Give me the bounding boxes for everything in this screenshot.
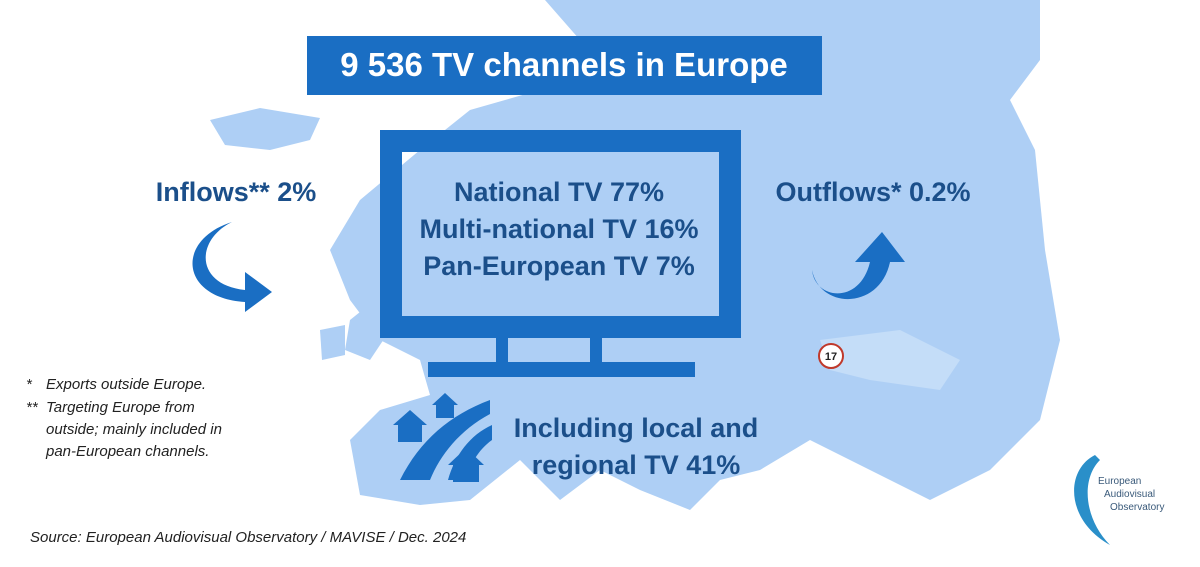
outflow-arrow [812, 232, 905, 300]
outflows: Outflows* 0.2% [775, 177, 970, 207]
tv-base [428, 362, 695, 377]
inflows: Inflows** 2% [156, 177, 317, 207]
tv-leg [590, 338, 602, 364]
title: 9 536 TV channels in Europe [340, 46, 787, 83]
tv-line: National TV 77% [454, 177, 664, 207]
logo-text: Observatory [1110, 502, 1164, 513]
inflow-arrow [192, 222, 272, 312]
logo-text: Audiovisual [1104, 489, 1155, 500]
regional-line: regional TV 41% [532, 450, 741, 480]
footnote: Exports outside Europe. [46, 376, 206, 393]
badge [818, 343, 844, 369]
tv-line: Multi-national TV 16% [419, 214, 698, 244]
regional-line: Including local and [514, 413, 759, 443]
europe-map [210, 0, 1060, 510]
logo-mark [1074, 455, 1110, 545]
footnote-mark: * [26, 376, 33, 393]
tv-screen [380, 130, 741, 338]
title-box [307, 36, 822, 95]
badge-label: 17 [825, 351, 837, 363]
footnote-mark: ** [26, 399, 39, 416]
regional-icon [393, 393, 492, 482]
source: Source: European Audiovisual Observatory… [30, 529, 466, 546]
tv-line: Pan-European TV 7% [423, 251, 695, 281]
footnote: pan-European channels. [45, 443, 209, 460]
logo-text: European [1098, 476, 1141, 487]
tv-leg [496, 338, 508, 364]
footnote: outside; mainly included in [46, 421, 222, 438]
footnote: Targeting Europe from [46, 399, 195, 416]
